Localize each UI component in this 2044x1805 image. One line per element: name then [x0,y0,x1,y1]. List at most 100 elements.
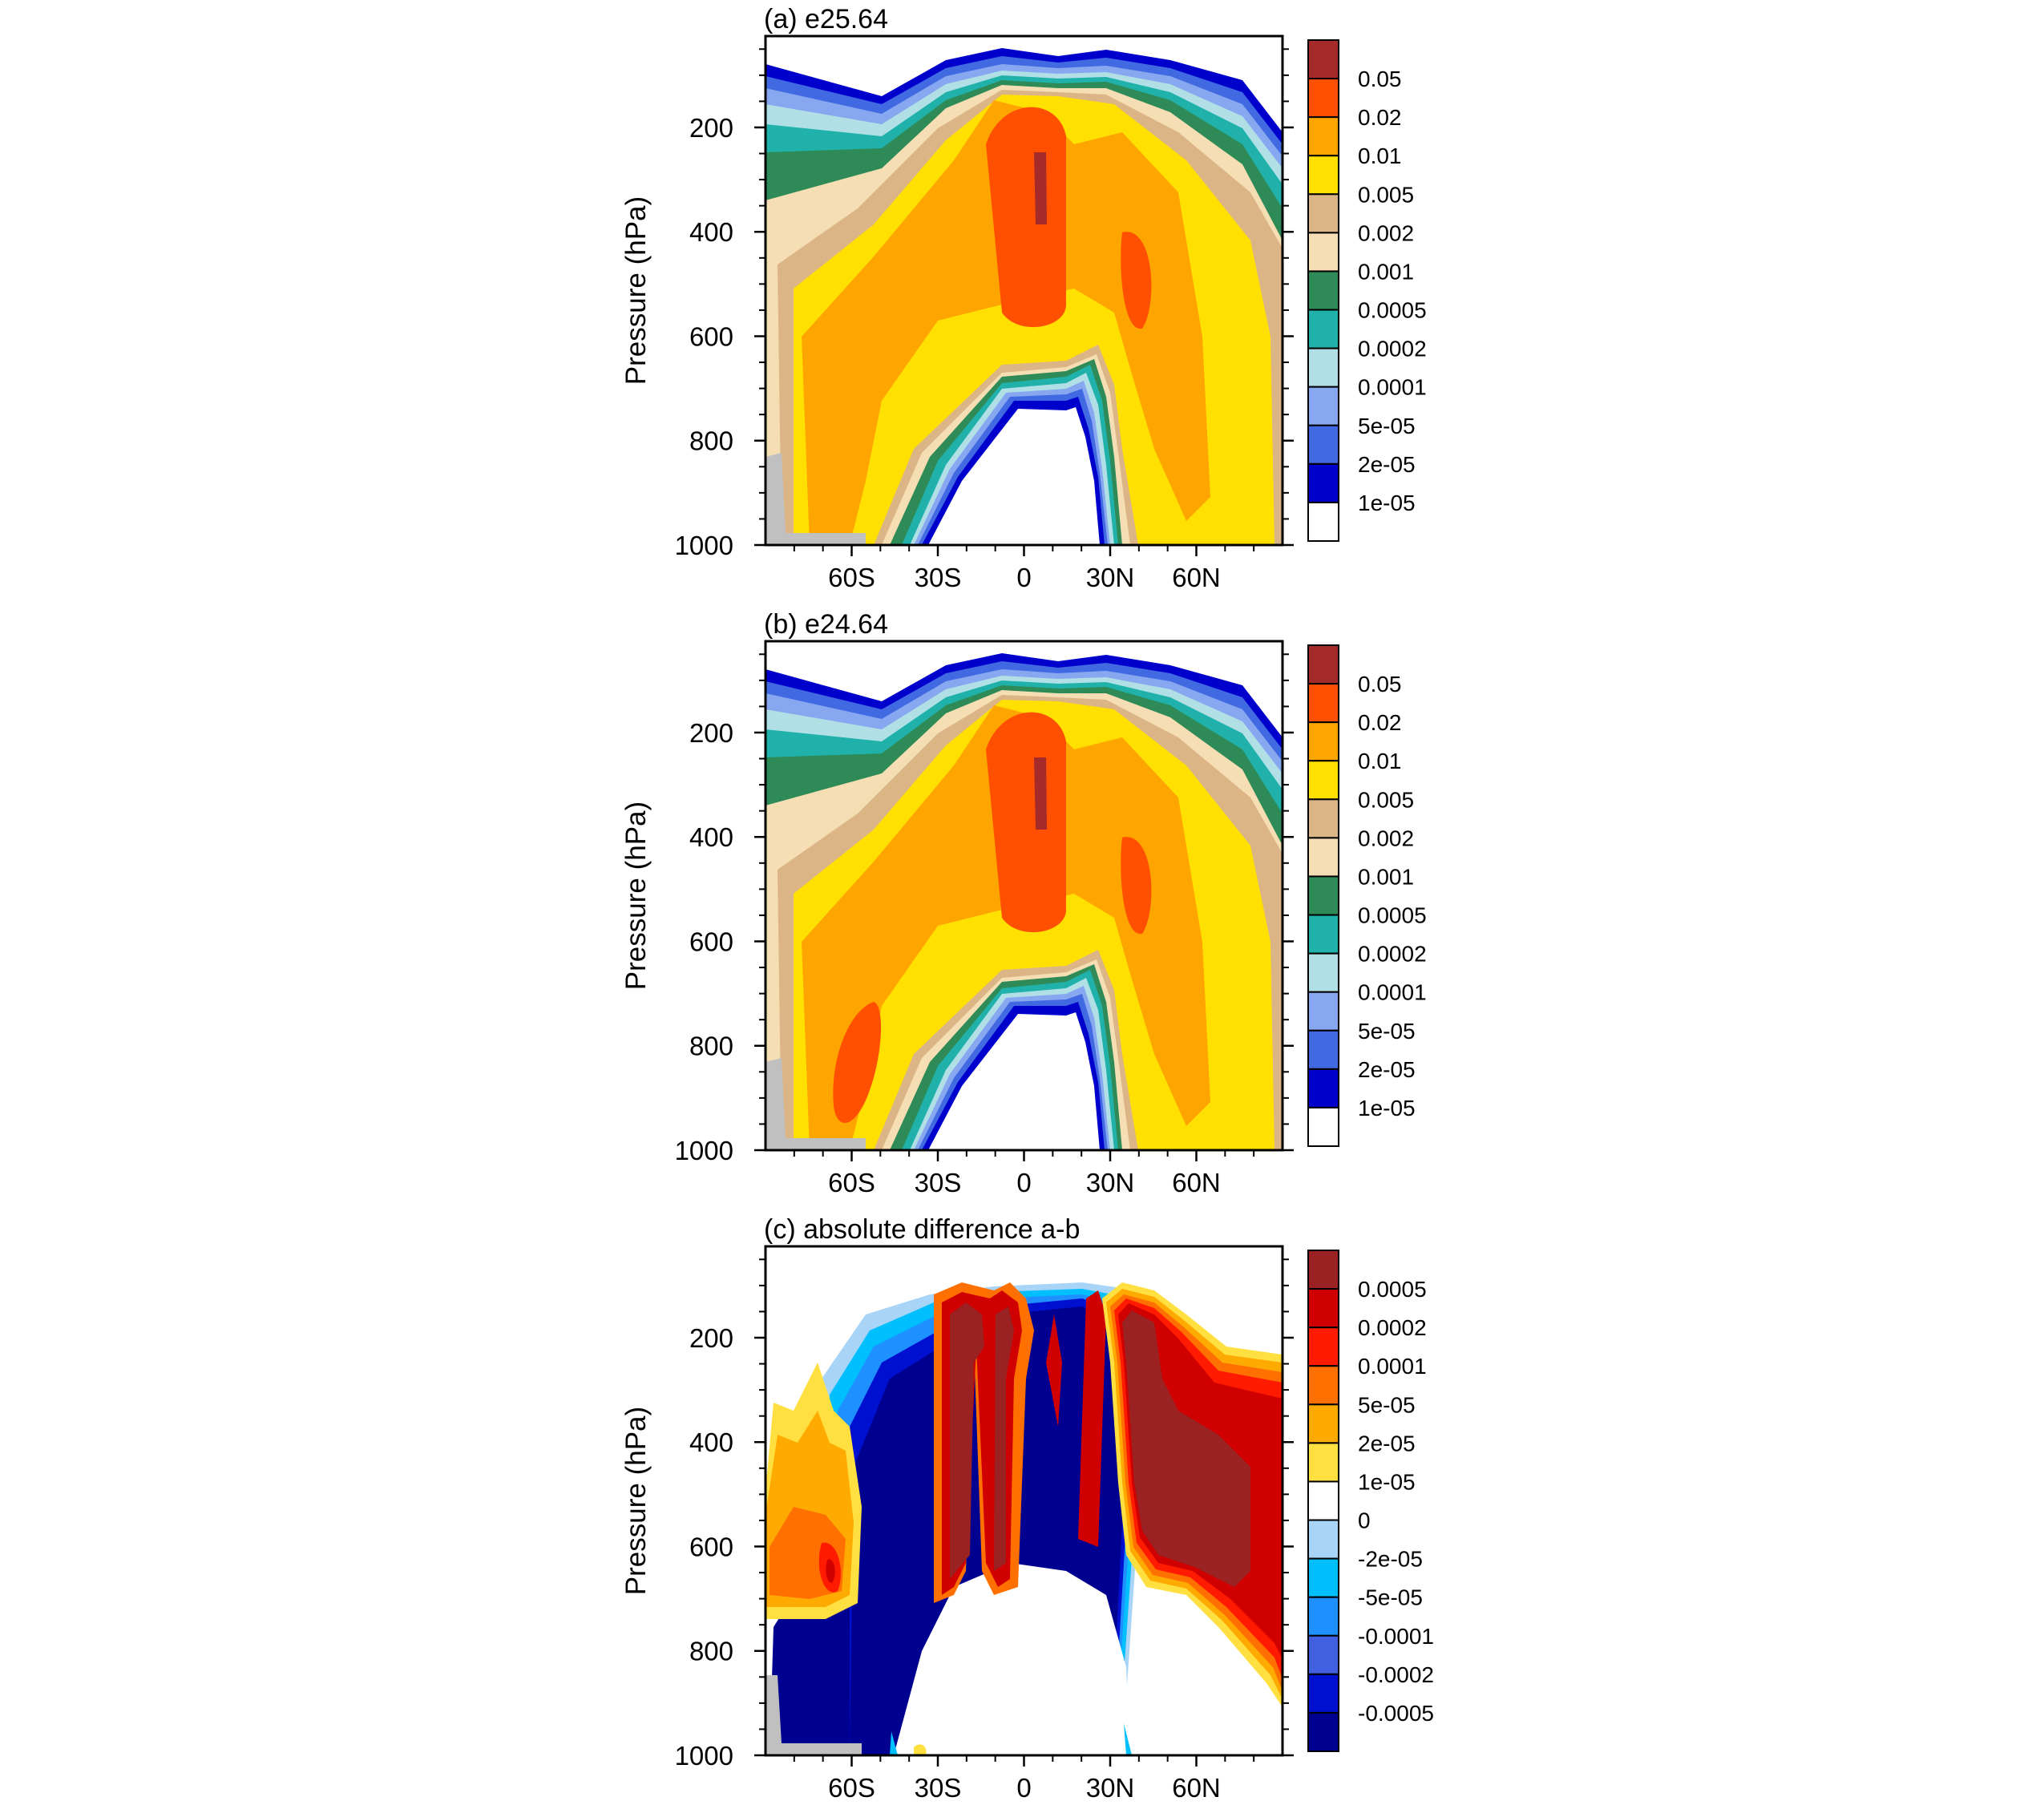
panel-c-colorbar-label: 0 [1358,1508,1371,1533]
panel-b-ytick-label: 400 [689,822,733,852]
panel-a-colorbar-swatch [1307,386,1339,426]
panel-c-colorbar-label: 1e-05 [1358,1469,1416,1494]
panel-a-colorbar-label: 0.005 [1358,182,1414,207]
panel-c-colorbar-swatch [1307,1442,1339,1483]
panel-a-fill-0.02-north [1121,232,1152,329]
panel-b-colorbar-swatch [1307,914,1339,955]
panel-b-colorbar-swatch [1307,644,1339,685]
panel-c-fill-pos-north-core [1122,1310,1250,1587]
panel-a-colorbar-label: 0.002 [1358,220,1414,245]
panel-b-colorbar: 0.05 0.02 0.01 0.005 0.002 0.001 0.0005 0.0002 0… [1307,644,1427,1148]
panel-c-colorbar-label: 0.0002 [1358,1315,1427,1340]
panel-c-ytick-label: 400 [689,1427,733,1457]
panel-a-colorbar-swatch [1307,232,1339,273]
panel-a-colorbar-swatch [1307,309,1339,349]
panel-a-ytick-label: 800 [689,426,733,456]
panel-b-colorbar-swatch [1307,1068,1339,1108]
panel-b-colorbar-label: 0.0005 [1358,903,1427,928]
panel-c-colorbar-swatch [1307,1326,1339,1367]
panel-c-colorbar-swatch [1307,1365,1339,1406]
panel-c-colorbar-swatch [1307,1250,1339,1290]
panel-b-colorbar-swatch [1307,952,1339,993]
panel-a-xtick-label: 60N [1172,563,1221,592]
panel-c-fill-neg-sw [770,1587,850,1755]
panel-b-ytick-label: 1000 [675,1136,733,1165]
panel-c-fill-pos-trop-brown-1 [950,1302,984,1579]
panel-c-colorbar-swatch [1307,1557,1339,1598]
panel-a-colorbar-swatch [1307,462,1339,503]
panel-a-colorbar-swatch [1307,424,1339,465]
panel-c-colorbar: 0.0005 0.0002 0.0001 5e-05 2e-05 1e-05 0 -2e-05… [1307,1250,1434,1753]
panel-c-colorbar-swatch [1307,1634,1339,1675]
panel-b-colorbar-swatch [1307,837,1339,878]
panel-a-colorbar-swatch [1307,270,1339,311]
panel-b-fill-0.02-south [833,1002,882,1124]
panel-c-xtick-label: 30S [915,1773,962,1803]
panel-c-antarctic-terrain [765,1675,862,1755]
panel-c-colorbar-swatch [1307,1288,1339,1329]
panel-c-colorbar-label: -0.0001 [1358,1624,1434,1649]
panel-c-colorbar-swatch [1307,1519,1339,1560]
panel-c-colorbar-label: -0.0005 [1358,1701,1434,1726]
panel-b-xtick-label: 0 [1016,1168,1031,1197]
panel-c-ylabel: Pressure (hPa) [620,1407,652,1595]
panel-c-xtick-label: 60S [828,1773,875,1803]
panel-c-ytick-label: 600 [689,1532,733,1561]
panel-c-ytick-label: 1000 [675,1741,733,1771]
panel-c-colorbar-label: -0.0002 [1358,1662,1434,1687]
panel-a-colorbar: 0.05 0.02 0.01 0.005 0.002 0.001 0.0005 0.0002 0… [1307,39,1427,543]
panel-c-xtick-label: 60N [1172,1773,1221,1803]
panel-b-colorbar-swatch [1307,798,1339,839]
panel-a-ytick-label: 200 [689,113,733,143]
panel-a-axes: 60S 30S 0 30N 60N 200 400 600 800 1000 [675,48,1294,592]
panel-a-colorbar-swatch [1307,155,1339,196]
panel-a-fill-0.05 [1034,152,1047,224]
panel-c-colorbar-label: 2e-05 [1358,1431,1416,1456]
panel-b-colorbar-label: 1e-05 [1358,1096,1416,1121]
panel-a-ytick-label: 600 [689,321,733,351]
panel-a-colorbar-label: 2e-05 [1358,452,1416,477]
panel-b-colorbar-label: 0.001 [1358,864,1414,889]
panel-b-colorbar-label: 0.01 [1358,749,1402,773]
panel-c-fill-pos-trop-brown-2 [994,1306,1014,1571]
panel-b-xtick-label: 30N [1086,1168,1135,1197]
panel-a-plot-area [765,36,1283,545]
panel-a: (a) e25.64 6 [620,4,1427,592]
panel-c-fill-pos-trop-streak-3 [1078,1290,1106,1547]
panel-c-colorbar-label: 5e-05 [1358,1392,1416,1417]
panel-a-colorbar-swatch [1307,78,1339,119]
panel-c-colorbar-swatch [1307,1711,1339,1753]
panel-b-colorbar-label: 5e-05 [1358,1019,1416,1044]
panel-a-colorbar-swatch [1307,39,1339,80]
panel-c-colorbar-label: 0.0005 [1358,1277,1427,1302]
panel-b-xtick-label: 30S [915,1168,962,1197]
panel-a-colorbar-label: 0.0005 [1358,298,1427,323]
panel-a-colorbar-label: 0.05 [1358,67,1402,91]
panel-b-colorbar-label: 0.0001 [1358,980,1427,1005]
panel-b-surface-zero [928,1012,1100,1150]
panel-c-title: (c) absolute difference a-b [764,1214,1080,1245]
panel-c-fill-pos-trop-streak-4 [1046,1314,1062,1427]
panel-b-colorbar-label: 0.0002 [1358,942,1427,967]
panel-a-ytick-label: 400 [689,217,733,247]
panel-a-xtick-label: 30S [915,563,962,592]
panel-c-ytick-label: 200 [689,1323,733,1353]
panel-c-colorbar-swatch [1307,1403,1339,1444]
panel-c-ytick-label: 800 [689,1637,733,1666]
panel-b-xtick-label: 60S [828,1168,875,1197]
panel-a-antarctic-terrain [765,453,866,545]
panel-c-colorbar-swatch [1307,1596,1339,1637]
panel-a-colorbar-label: 0.0001 [1358,375,1427,400]
panel-a-colorbar-label: 0.0002 [1358,337,1427,361]
panel-a-colorbar-label: 0.01 [1358,143,1402,168]
panel-b-antarctic-terrain [765,1058,866,1150]
panel-c-colorbar-swatch [1307,1480,1339,1521]
panel-c-fill-pos-south-speck [914,1744,927,1755]
panel-b-colorbar-label: 0.02 [1358,710,1402,735]
panel-a-colorbar-label: 0.02 [1358,105,1402,130]
panel-a-colorbar-label: 1e-05 [1358,491,1416,515]
panel-a-colorbar-label: 5e-05 [1358,414,1416,438]
panel-b-colorbar-swatch [1307,1029,1339,1070]
panel-b-plot-area [765,641,1283,1150]
panel-a-colorbar-swatch [1307,116,1339,157]
